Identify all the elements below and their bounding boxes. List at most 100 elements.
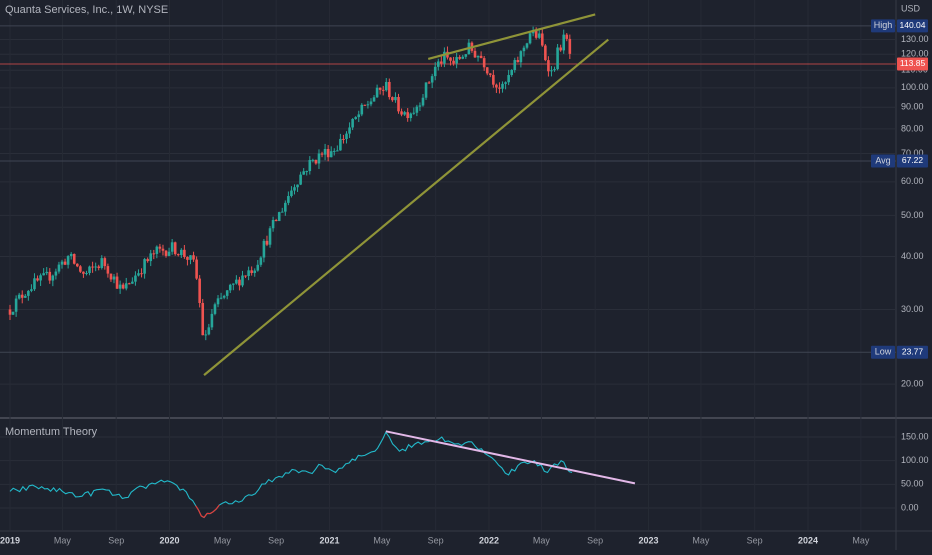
candle-body xyxy=(52,276,55,281)
low-marker-label: Low xyxy=(875,347,892,357)
candle-body xyxy=(229,285,232,291)
candle-body xyxy=(217,298,220,304)
candle-body xyxy=(18,295,21,299)
candle-body xyxy=(250,270,253,273)
candle-body xyxy=(379,88,382,90)
candle-body xyxy=(208,327,211,334)
candle-body xyxy=(58,265,61,272)
candle-body xyxy=(413,113,416,114)
time-axis-tick: May xyxy=(54,535,72,545)
price-axis-tick: 60.00 xyxy=(901,176,924,186)
candle-body xyxy=(171,242,174,251)
candle-body xyxy=(128,283,131,284)
candle-body xyxy=(507,75,510,82)
candle-body xyxy=(382,90,385,91)
candle-body xyxy=(33,278,36,289)
price-axis-tick: 100.00 xyxy=(901,82,929,92)
time-axis-tick: May xyxy=(852,535,870,545)
candle-body xyxy=(517,60,520,62)
candle-body xyxy=(97,266,100,267)
candle-body xyxy=(302,171,305,174)
price-axis-tick: 20.00 xyxy=(901,378,924,388)
candle-body xyxy=(455,57,458,63)
time-axis-tick: Sep xyxy=(428,535,444,545)
candle-body xyxy=(287,196,290,203)
time-axis-tick: May xyxy=(533,535,551,545)
price-axis-tick: 130.00 xyxy=(901,34,929,44)
candle-body xyxy=(351,119,354,127)
candle-body xyxy=(400,111,403,114)
candle-body xyxy=(27,291,30,296)
momentum-axis-tick: 50.00 xyxy=(901,479,924,489)
candle-body xyxy=(177,254,180,255)
candle-body xyxy=(266,241,269,245)
candle-body xyxy=(406,112,409,118)
candle-body xyxy=(21,295,24,298)
time-axis-tick: May xyxy=(214,535,232,545)
candle-body xyxy=(125,283,128,288)
candle-body xyxy=(143,259,146,274)
candle-body xyxy=(82,272,85,274)
candle-body xyxy=(48,272,51,281)
candle-body xyxy=(305,171,308,172)
candle-body xyxy=(299,175,302,185)
candle-body xyxy=(116,277,119,289)
candle-body xyxy=(256,265,259,271)
candle-body xyxy=(416,107,419,113)
time-axis-tick: May xyxy=(373,535,391,545)
candle-body xyxy=(370,101,373,104)
candle-body xyxy=(293,187,296,190)
candle-body xyxy=(88,267,91,273)
candle-body xyxy=(345,134,348,139)
candle-body xyxy=(110,274,113,280)
candle-body xyxy=(238,280,241,286)
candle-body xyxy=(480,56,483,58)
candle-body xyxy=(247,270,250,276)
avg-marker-label: Avg xyxy=(875,155,890,165)
candle-body xyxy=(440,61,443,63)
price-axis-tick: 40.00 xyxy=(901,251,924,261)
candle-body xyxy=(315,160,318,164)
high-marker-value: 140.04 xyxy=(900,20,926,30)
time-axis-tick: 2023 xyxy=(638,535,658,545)
candle-body xyxy=(244,276,247,277)
candle-body xyxy=(192,255,195,259)
candle-body xyxy=(162,249,165,251)
time-axis-tick: Sep xyxy=(268,535,284,545)
candle-body xyxy=(263,241,266,258)
candle-body xyxy=(376,88,379,98)
candle-body xyxy=(357,114,360,117)
candle-body xyxy=(290,191,293,196)
price-axis-tick: 120.00 xyxy=(901,49,929,59)
price-axis-tick: 50.00 xyxy=(901,210,924,220)
candle-body xyxy=(198,279,201,303)
candle-body xyxy=(137,273,140,275)
candle-body xyxy=(140,273,143,274)
candle-body xyxy=(55,272,58,276)
candle-body xyxy=(474,51,477,58)
candle-body xyxy=(422,98,425,106)
candle-body xyxy=(354,117,357,119)
momentum-axis-tick: 0.00 xyxy=(901,502,919,512)
candle-body xyxy=(165,251,168,256)
candle-body xyxy=(275,220,278,221)
candle-body xyxy=(91,267,94,268)
time-axis-tick: 2024 xyxy=(798,535,818,545)
candle-body xyxy=(36,278,39,280)
candle-body xyxy=(452,61,455,64)
currency-label: USD xyxy=(901,3,921,13)
candle-body xyxy=(214,304,217,314)
candle-body xyxy=(403,112,406,114)
candle-body xyxy=(513,60,516,70)
momentum-axis-tick: 100.00 xyxy=(901,455,929,465)
candle-body xyxy=(565,35,568,39)
candle-body xyxy=(321,154,324,155)
candle-body xyxy=(76,264,79,267)
candle-body xyxy=(541,33,544,45)
candle-body xyxy=(397,97,400,111)
candle-body xyxy=(45,272,48,273)
candle-body xyxy=(220,298,223,299)
